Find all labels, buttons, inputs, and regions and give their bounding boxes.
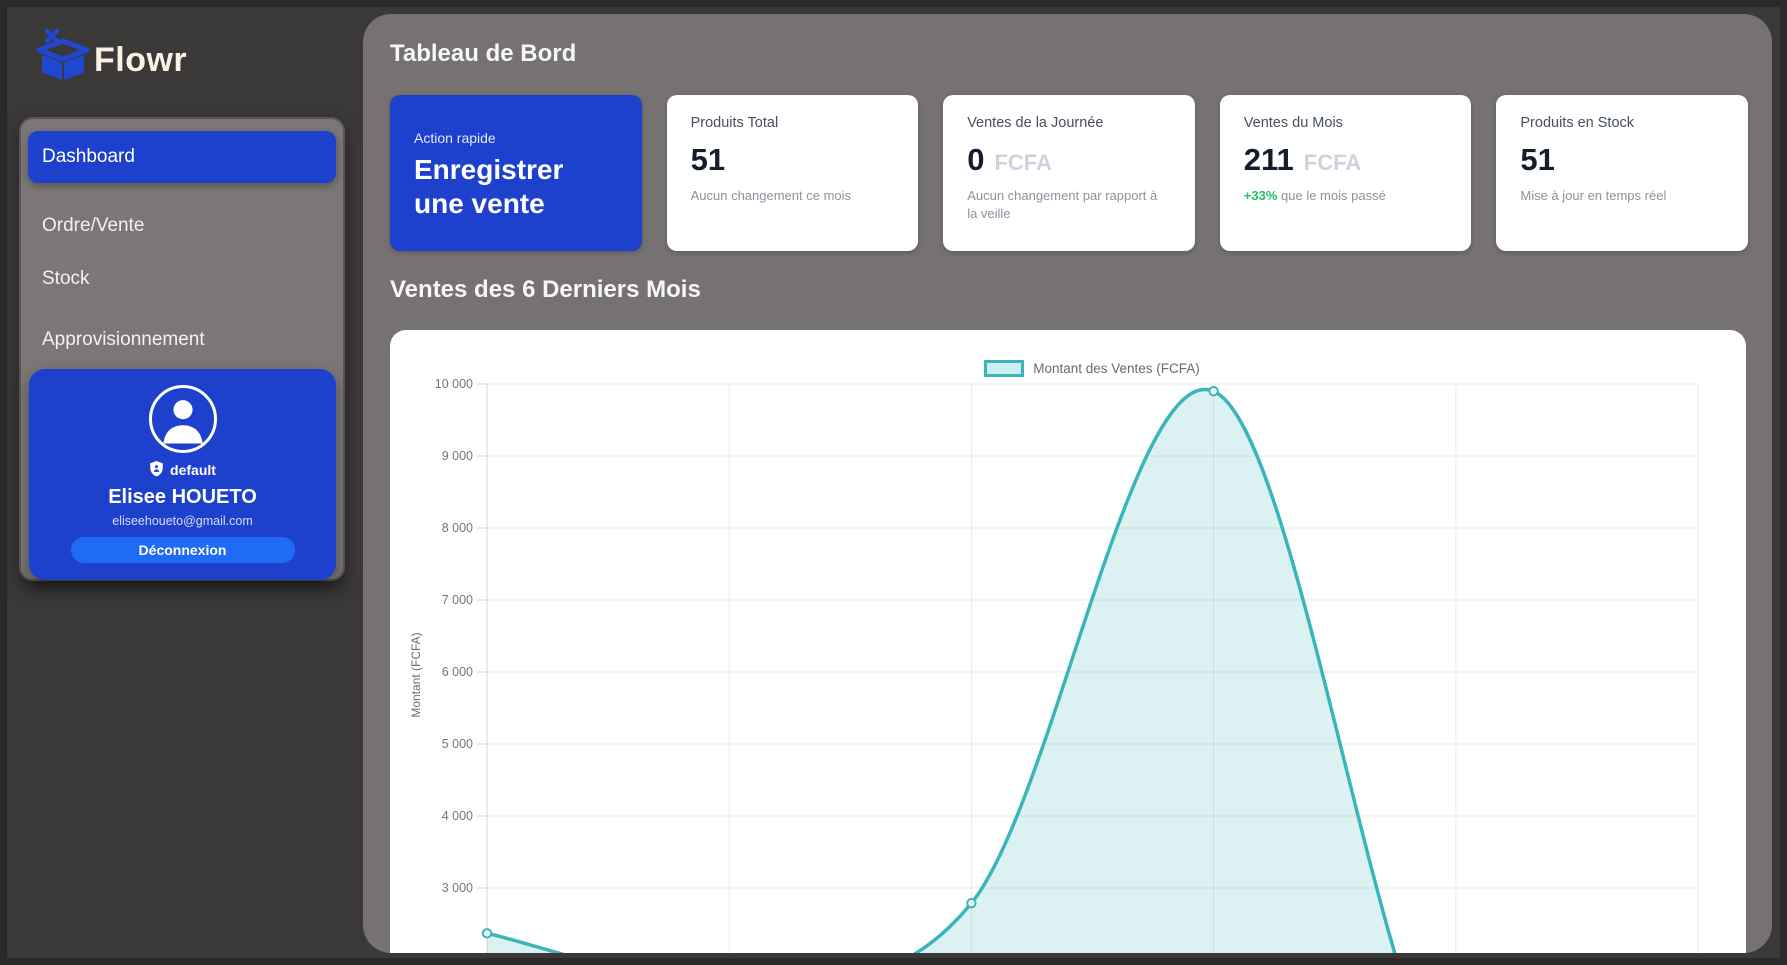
open-box-icon [34,28,92,93]
person-icon [152,400,214,450]
chart-section-title: Ventes des 6 Derniers Mois [390,276,701,303]
stat-note: Mise à jour en temps réel [1520,188,1667,203]
user-card: default Elisee HOUETO eliseehoueto@gmail… [29,369,336,580]
main-content: Tableau de Bord Action rapide Enregistre… [363,14,1772,953]
svg-text:8 000: 8 000 [442,521,473,535]
svg-text:6 000: 6 000 [442,665,473,679]
nav-panel: Dashboard Ordre/Vente Stock Approvisionn… [19,117,345,581]
user-role-label: default [170,462,216,478]
stat-unit: FCFA [1303,150,1362,175]
avatar [148,385,217,453]
stat-card-produits-total: Produits Total 51 Aucun changement ce mo… [666,95,919,251]
nav-item-label: Ordre/Vente [42,215,145,236]
stat-value: 51 [690,142,726,177]
svg-text:3 000: 3 000 [442,881,473,895]
nav-item-label: Stock [42,268,90,289]
stat-card-produits-stock: Produits en Stock 51 Mise à jour en temp… [1496,95,1748,251]
sidebar: Flowr Dashboard Ordre/Vente Stock Approv… [0,0,363,965]
sales-line-chart: 10 000 9 000 8 000 7 000 6 000 5 000 4 000 3 00… [409,377,1699,953]
record-sale-button[interactable]: Action rapide Enregistrer une vente [390,95,642,251]
sidebar-item-ordre-vente[interactable]: Ordre/Vente [28,200,336,252]
sidebar-item-stock[interactable]: Stock [28,253,336,305]
svg-text:9 000: 9 000 [442,449,473,463]
legend-swatch [984,360,1025,377]
stat-value: 51 [1520,142,1555,177]
svg-text:Montant (FCFA): Montant (FCFA) [409,632,423,717]
user-email: eliseehoueto@gmail.com [112,514,253,528]
stat-note-highlight: +33% [1243,188,1278,203]
stat-title: Ventes du Mois [1243,115,1343,131]
shield-icon [149,460,164,480]
stat-value: 211 [1243,142,1294,177]
sales-chart-card: 10 000 9 000 8 000 7 000 6 000 5 000 4 000 3 00… [390,330,1746,953]
logout-button[interactable]: Déconnexion [70,537,295,563]
brand-name: Flowr [94,41,188,79]
page-title: Tableau de Bord [390,40,577,67]
quick-action-kicker: Action rapide [414,129,496,146]
sidebar-item-dashboard[interactable]: Dashboard [28,131,336,183]
stat-note-text: que le mois passé [1277,188,1386,203]
stats-row: Action rapide Enregistrer une vente Prod… [390,95,1748,251]
stat-note: +33% que le mois passé [1244,187,1448,205]
svg-text:5 000: 5 000 [442,737,473,751]
app-logo: Flowr [34,28,187,93]
nav-item-label: Approvisionnement [42,329,205,350]
legend-label: Montant des Ventes (FCFA) [1033,361,1200,376]
stat-title: Ventes de la Journée [967,115,1104,131]
chart-legend[interactable]: Montant des Ventes (FCFA) [438,360,1746,377]
user-name: Elisee HOUETO [108,486,257,508]
stat-note: Aucun changement par rapport à la veille [967,188,1158,221]
quick-action-label: Enregistrer une vente [414,153,564,219]
stat-card-ventes-mois: Ventes du Mois 211 FCFA +33% que le mois… [1219,95,1472,251]
svg-text:7 000: 7 000 [442,593,473,607]
stat-card-ventes-journee: Ventes de la Journée 0 FCFA Aucun change… [943,95,1195,251]
user-role: default [29,460,336,480]
stat-value: 0 [967,142,985,177]
svg-text:10 000: 10 000 [435,377,473,391]
nav-item-label: Dashboard [42,146,135,167]
sidebar-item-approvisionnement[interactable]: Approvisionnement [28,314,336,366]
svg-text:4 000: 4 000 [442,809,473,823]
stat-unit: FCFA [994,150,1052,175]
stat-note: Aucun changement ce mois [690,188,852,203]
stat-title: Produits Total [690,115,779,131]
stat-title: Produits en Stock [1520,115,1635,131]
